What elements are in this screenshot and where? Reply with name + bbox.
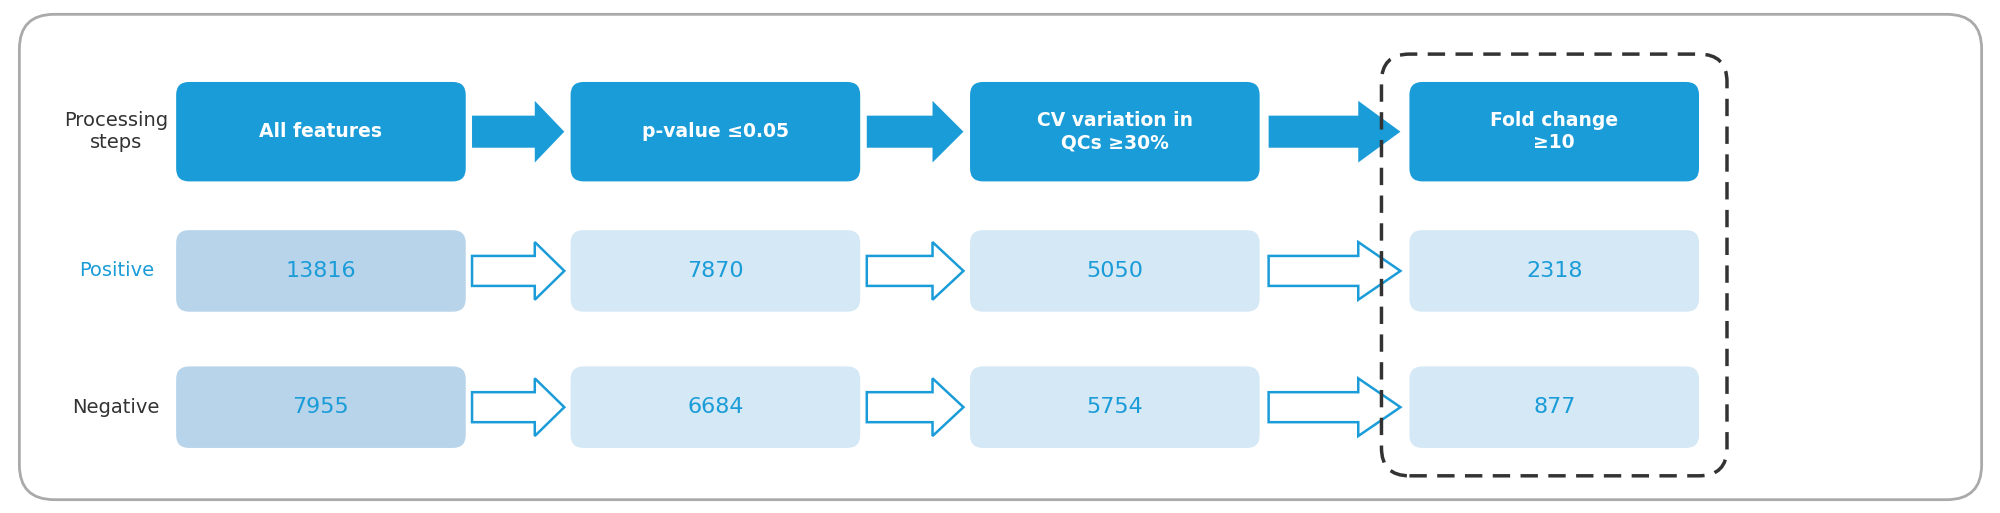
- FancyBboxPatch shape: [970, 82, 1260, 182]
- FancyBboxPatch shape: [1410, 82, 1700, 182]
- FancyBboxPatch shape: [176, 82, 466, 182]
- Text: 5050: 5050: [1086, 261, 1144, 281]
- Text: p-value ≤0.05: p-value ≤0.05: [642, 122, 788, 141]
- FancyBboxPatch shape: [176, 230, 466, 312]
- Polygon shape: [866, 101, 964, 163]
- FancyBboxPatch shape: [176, 366, 466, 448]
- FancyBboxPatch shape: [1410, 366, 1700, 448]
- FancyBboxPatch shape: [1410, 230, 1700, 312]
- Polygon shape: [866, 378, 964, 436]
- FancyBboxPatch shape: [570, 366, 860, 448]
- Text: Fold change
≥10: Fold change ≥10: [1490, 111, 1618, 152]
- Text: Positive: Positive: [78, 262, 154, 281]
- FancyBboxPatch shape: [570, 82, 860, 182]
- FancyBboxPatch shape: [570, 230, 860, 312]
- Text: 7955: 7955: [292, 397, 350, 417]
- Polygon shape: [472, 101, 564, 163]
- Text: 13816: 13816: [286, 261, 356, 281]
- Polygon shape: [472, 242, 564, 300]
- Text: CV variation in
QCs ≥30%: CV variation in QCs ≥30%: [1036, 111, 1192, 152]
- Text: 7870: 7870: [688, 261, 744, 281]
- Polygon shape: [472, 378, 564, 436]
- Polygon shape: [866, 242, 964, 300]
- FancyBboxPatch shape: [20, 14, 1982, 500]
- Text: Negative: Negative: [72, 398, 160, 417]
- Polygon shape: [1268, 242, 1400, 300]
- Text: 2318: 2318: [1526, 261, 1582, 281]
- Text: 5754: 5754: [1086, 397, 1144, 417]
- FancyBboxPatch shape: [970, 366, 1260, 448]
- Polygon shape: [1268, 101, 1400, 163]
- Polygon shape: [1268, 378, 1400, 436]
- FancyBboxPatch shape: [970, 230, 1260, 312]
- Text: 877: 877: [1534, 397, 1576, 417]
- Text: All features: All features: [260, 122, 382, 141]
- Text: 6684: 6684: [688, 397, 744, 417]
- Text: Processing
steps: Processing steps: [64, 111, 168, 152]
